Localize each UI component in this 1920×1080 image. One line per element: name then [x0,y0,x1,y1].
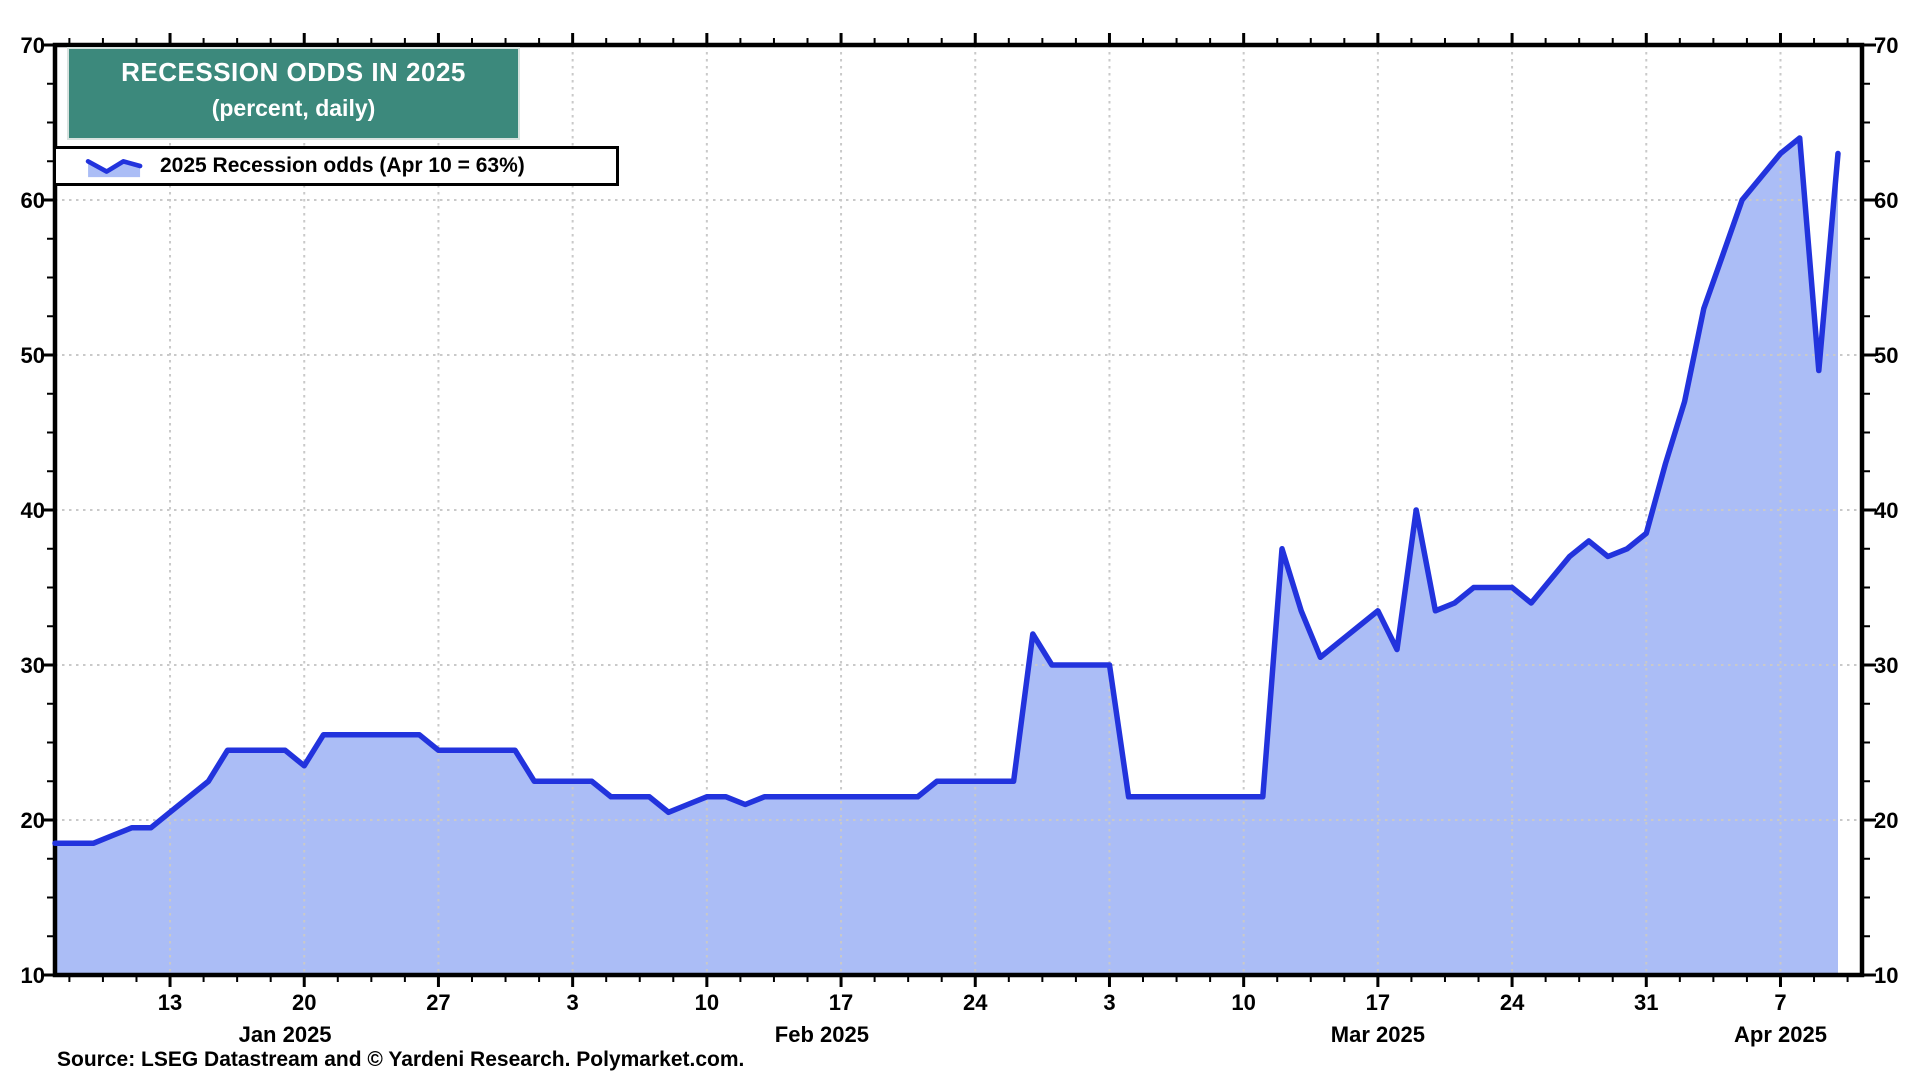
y-axis-label-left: 50 [21,343,45,368]
x-axis-label: 20 [292,990,316,1015]
legend-box: 2025 Recession odds (Apr 10 = 63%) [53,146,619,186]
chart-subtitle: (percent, daily) [211,95,376,121]
y-axis-label-left: 30 [21,653,45,678]
x-axis-label: 24 [1500,990,1525,1015]
x-axis-label: 27 [426,990,450,1015]
area-fill [55,138,1838,975]
x-axis-label: 24 [963,990,988,1015]
x-axis-label: 17 [1366,990,1390,1015]
x-axis-label: 31 [1634,990,1658,1015]
x-axis-label: 7 [1774,990,1786,1015]
x-axis-label: 13 [158,990,182,1015]
x-axis-label: 3 [567,990,579,1015]
x-axis-label: 10 [695,990,719,1015]
y-axis-label-right: 50 [1874,343,1898,368]
y-axis-label-right: 60 [1874,188,1898,213]
legend-label: 2025 Recession odds (Apr 10 = 63%) [160,154,525,177]
chart-title: RECESSION ODDS IN 2025 [121,57,466,87]
source-text: Source: LSEG Datastream and © Yardeni Re… [57,1048,745,1071]
y-axis-label-left: 10 [21,963,45,988]
y-axis-label-right: 10 [1874,963,1898,988]
x-axis-label: 10 [1231,990,1255,1015]
series-line [52,135,1841,847]
y-axis-label-left: 40 [21,498,45,523]
chart-title-box: RECESSION ODDS IN 2025 (percent, daily) [67,47,520,140]
y-axis-label-right: 40 [1874,498,1898,523]
y-axis-label-right: 70 [1874,33,1898,58]
month-label: Mar 2025 [1331,1022,1425,1047]
month-label: Feb 2025 [775,1022,869,1047]
area-series-swatch-icon [85,159,143,178]
y-axis-label-right: 30 [1874,653,1898,678]
y-axis-label-right: 20 [1874,808,1898,833]
month-label: Apr 2025 [1734,1022,1827,1047]
plot-frame [52,42,1865,978]
y-axis-label-left: 70 [21,33,45,58]
x-axis-label: 3 [1103,990,1115,1015]
x-axis-label: 17 [829,990,853,1015]
y-axis-label-left: 60 [21,188,45,213]
month-label: Jan 2025 [239,1022,332,1047]
y-axis-label-left: 20 [21,808,45,833]
